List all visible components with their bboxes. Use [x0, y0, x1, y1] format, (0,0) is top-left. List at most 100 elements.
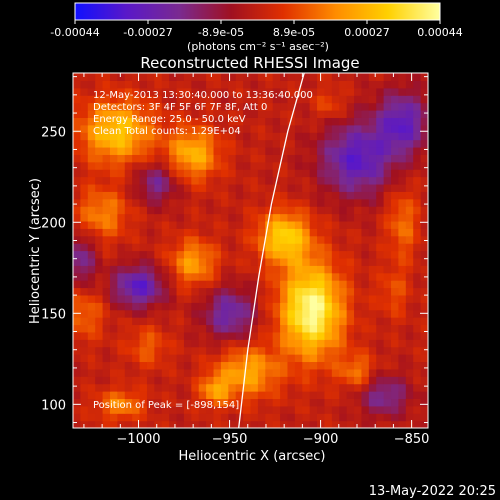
- heatmap-cell: [265, 183, 274, 192]
- heatmap-cell: [287, 228, 296, 237]
- heatmap-cell: [420, 220, 428, 229]
- heatmap-cell: [280, 405, 289, 414]
- x-tick-label: −1000: [117, 432, 161, 447]
- heatmap-cell: [191, 139, 200, 148]
- heatmap-cell: [213, 309, 222, 318]
- heatmap-cell: [183, 183, 192, 192]
- heatmap-cell: [102, 257, 111, 266]
- heatmap-cell: [309, 346, 318, 355]
- heatmap-cell: [302, 376, 311, 385]
- heatmap-cell: [109, 302, 118, 311]
- heatmap-cell: [368, 391, 377, 400]
- heatmap-cell: [124, 294, 133, 303]
- heatmap-cell: [73, 368, 81, 377]
- heatmap-cell: [324, 87, 333, 96]
- heatmap-cell: [161, 102, 170, 111]
- heatmap-cell: [191, 117, 200, 126]
- heatmap-cell: [124, 73, 133, 81]
- heatmap-cell: [368, 250, 377, 259]
- heatmap-cell: [102, 346, 111, 355]
- heatmap-cell: [220, 294, 229, 303]
- heatmap-cell: [368, 413, 377, 422]
- heatmap-cell: [235, 309, 244, 318]
- heatmap-cell: [87, 109, 96, 118]
- heatmap-cell: [376, 272, 385, 281]
- heatmap-cell: [339, 220, 348, 229]
- heatmap-cell: [146, 294, 155, 303]
- heatmap-cell: [339, 383, 348, 392]
- heatmap-cell: [183, 95, 192, 104]
- heatmap-cell: [383, 294, 392, 303]
- heatmap-cell: [413, 228, 422, 237]
- heatmap-cell: [109, 309, 118, 318]
- heatmap-cell: [198, 132, 207, 141]
- heatmap-cell: [139, 220, 148, 229]
- heatmap-cell: [339, 391, 348, 400]
- heatmap-cell: [191, 376, 200, 385]
- heatmap-cell: [183, 391, 192, 400]
- heatmap-cell: [161, 287, 170, 296]
- heatmap-cell: [331, 161, 340, 170]
- heatmap-cell: [250, 117, 259, 126]
- heatmap-cell: [383, 220, 392, 229]
- heatmap-cell: [109, 368, 118, 377]
- heatmap-cell: [280, 391, 289, 400]
- heatmap-cell: [309, 117, 318, 126]
- heatmap-cell: [124, 169, 133, 178]
- heatmap-cell: [220, 146, 229, 155]
- heatmap-cell: [280, 95, 289, 104]
- heatmap-cell: [102, 376, 111, 385]
- heatmap-cell: [280, 161, 289, 170]
- heatmap-cell: [309, 243, 318, 252]
- heatmap-cell: [102, 213, 111, 222]
- y-tick-label: 200: [41, 216, 66, 231]
- heatmap-cell: [420, 420, 428, 428]
- heatmap-cell: [346, 220, 355, 229]
- heatmap-cell: [405, 154, 414, 163]
- heatmap-cell: [161, 220, 170, 229]
- heatmap-cell: [206, 413, 215, 422]
- heatmap-cell: [383, 398, 392, 407]
- heatmap-cell: [169, 80, 178, 89]
- heatmap-cell: [124, 405, 133, 414]
- heatmap-cell: [102, 280, 111, 289]
- heatmap-cell: [317, 146, 326, 155]
- heatmap-cell: [376, 206, 385, 215]
- heatmap-cell: [220, 354, 229, 363]
- heatmap-cell: [309, 413, 318, 422]
- heatmap-cell: [339, 368, 348, 377]
- heatmap-cell: [368, 361, 377, 370]
- heatmap-cell: [102, 139, 111, 148]
- heatmap-cell: [250, 346, 259, 355]
- heatmap-cell: [376, 294, 385, 303]
- heatmap-cell: [124, 95, 133, 104]
- heatmap-cell: [302, 317, 311, 326]
- heatmap-cell: [339, 324, 348, 333]
- heatmap-cell: [391, 294, 400, 303]
- heatmap-cell: [132, 213, 141, 222]
- heatmap-cell: [139, 228, 148, 237]
- heatmap-cell: [228, 213, 237, 222]
- heatmap-cell: [73, 183, 81, 192]
- heatmap-cell: [398, 257, 407, 266]
- heatmap-cell: [206, 250, 215, 259]
- heatmap-cell: [228, 154, 237, 163]
- heatmap-cell: [405, 250, 414, 259]
- heatmap-cell: [368, 220, 377, 229]
- heatmap-cell: [294, 183, 303, 192]
- heatmap-cell: [287, 117, 296, 126]
- heatmap-cell: [287, 73, 296, 81]
- heatmap-cell: [206, 183, 215, 192]
- heatmap-cell: [257, 95, 266, 104]
- heatmap-cell: [109, 73, 118, 81]
- heatmap-cell: [302, 183, 311, 192]
- heatmap-cell: [346, 280, 355, 289]
- heatmap-cell: [161, 309, 170, 318]
- heatmap-cell: [206, 169, 215, 178]
- heatmap-cell: [169, 317, 178, 326]
- heatmap-cell: [95, 95, 104, 104]
- heatmap-cell: [346, 272, 355, 281]
- heatmap-cell: [80, 354, 89, 363]
- heatmap-cell: [302, 250, 311, 259]
- heatmap-cell: [405, 161, 414, 170]
